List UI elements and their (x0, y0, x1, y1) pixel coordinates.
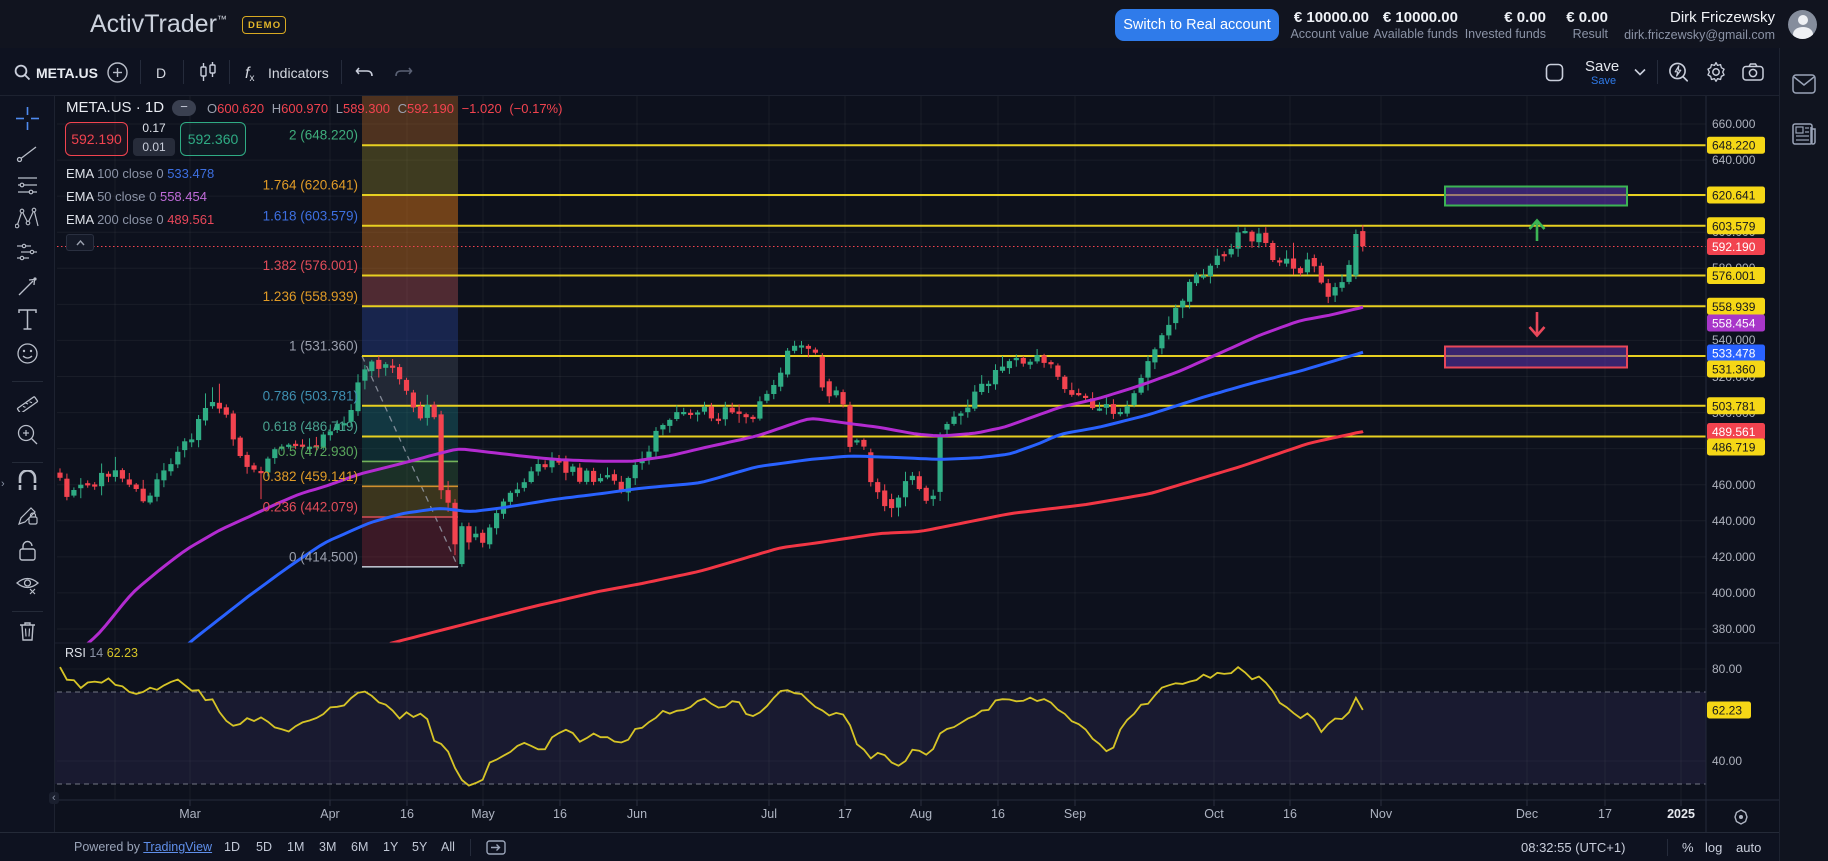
svg-text:620.641: 620.641 (1712, 189, 1756, 203)
svg-text:460.000: 460.000 (1712, 478, 1756, 492)
svg-text:Sep: Sep (1064, 807, 1086, 821)
svg-text:Apr: Apr (320, 807, 339, 821)
svg-text:531.360: 531.360 (1712, 363, 1756, 377)
svg-text:0.5 (472.930): 0.5 (472.930) (278, 444, 358, 459)
svg-text:440.000: 440.000 (1712, 514, 1756, 528)
svg-text:660.000: 660.000 (1712, 117, 1756, 131)
svg-text:1 (531.360): 1 (531.360) (289, 339, 358, 354)
svg-text:1.236 (558.939): 1.236 (558.939) (263, 289, 358, 304)
svg-text:0.618 (486.719): 0.618 (486.719) (263, 419, 358, 434)
svg-text:503.781: 503.781 (1712, 399, 1756, 413)
svg-text:17: 17 (1598, 807, 1612, 821)
svg-text:0 (414.500): 0 (414.500) (289, 549, 358, 564)
svg-text:40.00: 40.00 (1712, 754, 1742, 768)
svg-text:Dec: Dec (1516, 807, 1538, 821)
svg-text:0.236 (442.079): 0.236 (442.079) (263, 500, 358, 515)
svg-text:16: 16 (991, 807, 1005, 821)
svg-text:1.764 (620.641): 1.764 (620.641) (263, 178, 358, 193)
svg-text:400.000: 400.000 (1712, 586, 1756, 600)
svg-text:16: 16 (1283, 807, 1297, 821)
svg-text:2 (648.220): 2 (648.220) (289, 128, 358, 143)
svg-text:Oct: Oct (1204, 807, 1224, 821)
svg-text:Jul: Jul (761, 807, 777, 821)
svg-text:2025: 2025 (1667, 807, 1695, 821)
svg-text:Mar: Mar (179, 807, 201, 821)
svg-text:533.478: 533.478 (1712, 347, 1756, 361)
svg-text:592.190: 592.190 (1712, 240, 1756, 254)
svg-text:576.001: 576.001 (1712, 269, 1756, 283)
svg-text:May: May (471, 807, 495, 821)
svg-text:486.719: 486.719 (1712, 441, 1756, 455)
svg-text:Aug: Aug (910, 807, 932, 821)
svg-text:420.000: 420.000 (1712, 550, 1756, 564)
svg-text:380.000: 380.000 (1712, 622, 1756, 636)
svg-text:1.618 (603.579): 1.618 (603.579) (263, 208, 358, 223)
svg-text:648.220: 648.220 (1712, 139, 1756, 153)
svg-text:17: 17 (838, 807, 852, 821)
svg-text:80.00: 80.00 (1712, 662, 1742, 676)
svg-text:558.939: 558.939 (1712, 300, 1756, 314)
svg-text:Jun: Jun (627, 807, 647, 821)
svg-text:558.454: 558.454 (1712, 317, 1756, 331)
svg-text:603.579: 603.579 (1712, 219, 1756, 233)
svg-text:62.23: 62.23 (1712, 704, 1742, 718)
svg-text:489.561: 489.561 (1712, 425, 1756, 439)
svg-text:0.382 (459.141): 0.382 (459.141) (263, 469, 358, 484)
svg-text:640.000: 640.000 (1712, 153, 1756, 167)
svg-text:0.786 (503.781): 0.786 (503.781) (263, 388, 358, 403)
svg-text:540.000: 540.000 (1712, 333, 1756, 347)
svg-text:16: 16 (553, 807, 567, 821)
svg-text:1.382 (576.001): 1.382 (576.001) (263, 258, 358, 273)
svg-text:Nov: Nov (1370, 807, 1393, 821)
svg-text:16: 16 (400, 807, 414, 821)
